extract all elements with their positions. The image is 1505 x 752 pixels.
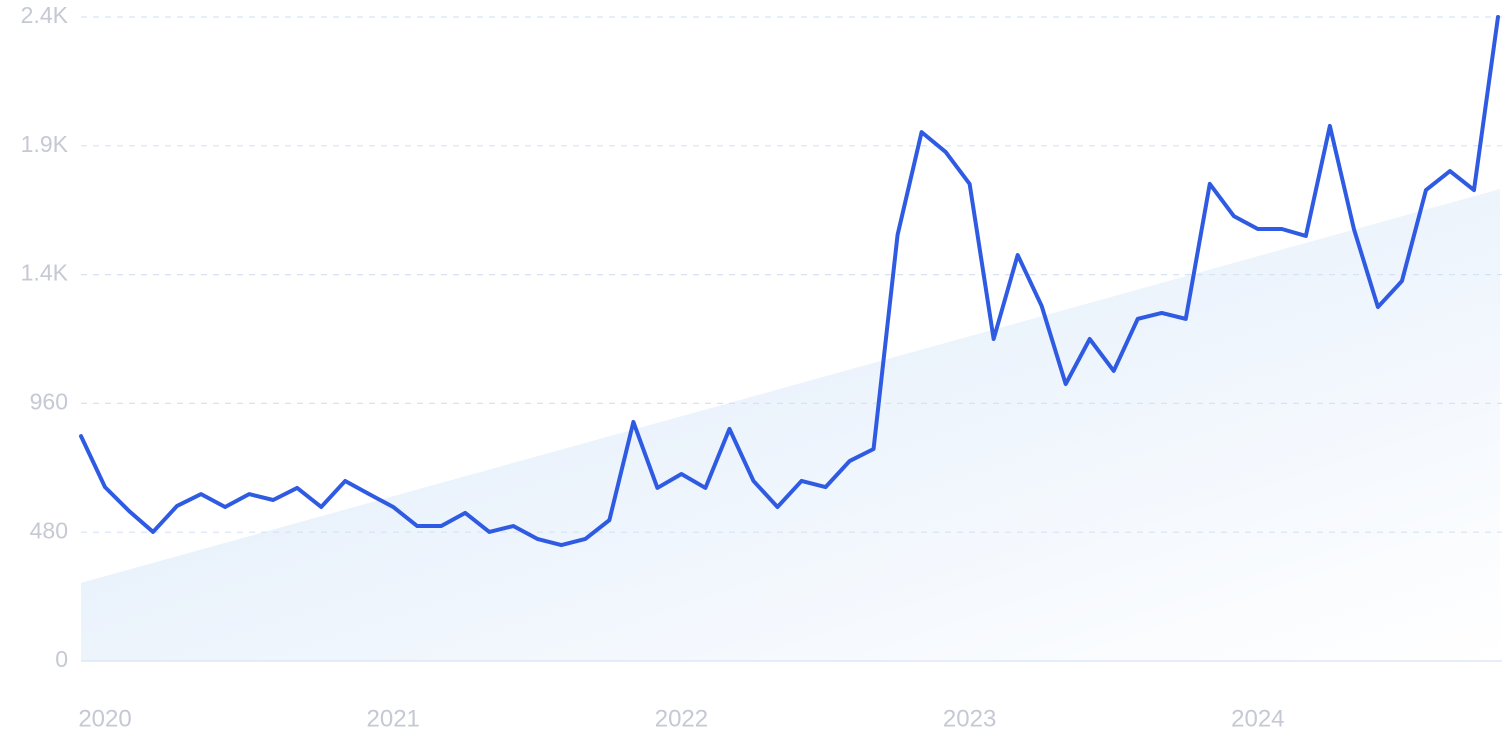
x-tick-label: 2021 bbox=[367, 705, 420, 732]
x-tick-label: 2024 bbox=[1231, 705, 1284, 732]
y-tick-label: 1.9K bbox=[21, 131, 69, 157]
trend-area bbox=[81, 189, 1500, 662]
x-tick-label: 2020 bbox=[78, 705, 131, 732]
y-tick-label: 1.4K bbox=[21, 260, 69, 286]
data-line bbox=[79, 15, 1500, 548]
x-tick-label: 2023 bbox=[943, 705, 996, 732]
y-tick-label: 480 bbox=[30, 517, 68, 543]
y-tick-label: 2.4K bbox=[21, 2, 69, 28]
y-tick-label: 0 bbox=[55, 646, 68, 672]
x-tick-label: 2022 bbox=[655, 705, 708, 732]
y-tick-label: 960 bbox=[30, 388, 68, 414]
